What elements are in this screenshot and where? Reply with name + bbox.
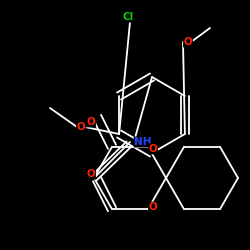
Text: O: O	[86, 117, 95, 127]
Text: O: O	[148, 202, 158, 212]
Text: O: O	[184, 37, 192, 47]
Text: NH: NH	[134, 137, 152, 147]
Text: O: O	[148, 144, 158, 154]
Text: O: O	[87, 169, 96, 179]
Text: Cl: Cl	[122, 12, 134, 22]
Text: O: O	[76, 122, 86, 132]
